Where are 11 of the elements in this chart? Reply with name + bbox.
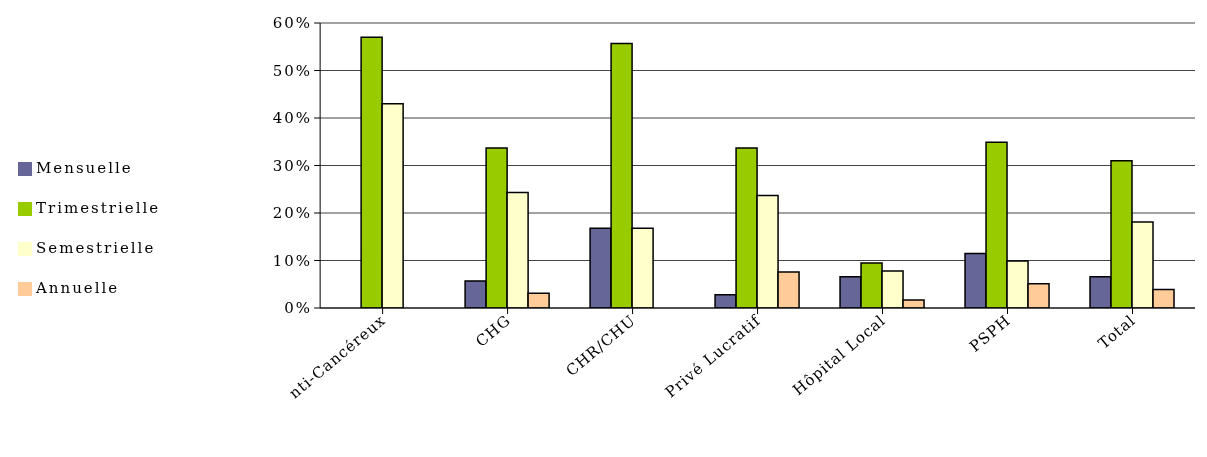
y-tick-label: 40% <box>272 109 313 128</box>
legend-label: Trimestrielle <box>36 199 161 217</box>
legend-label: Mensuelle <box>36 159 133 177</box>
legend-label: Annuelle <box>36 279 120 297</box>
y-tick-label: 0% <box>284 299 313 318</box>
y-tick-label: 50% <box>272 61 313 80</box>
legend-label: Semestrielle <box>36 239 156 257</box>
y-tick-label: 60% <box>272 14 313 33</box>
y-tick-label: 20% <box>272 204 313 223</box>
y-tick-label: 30% <box>272 156 313 175</box>
y-tick-label: 10% <box>272 251 313 270</box>
